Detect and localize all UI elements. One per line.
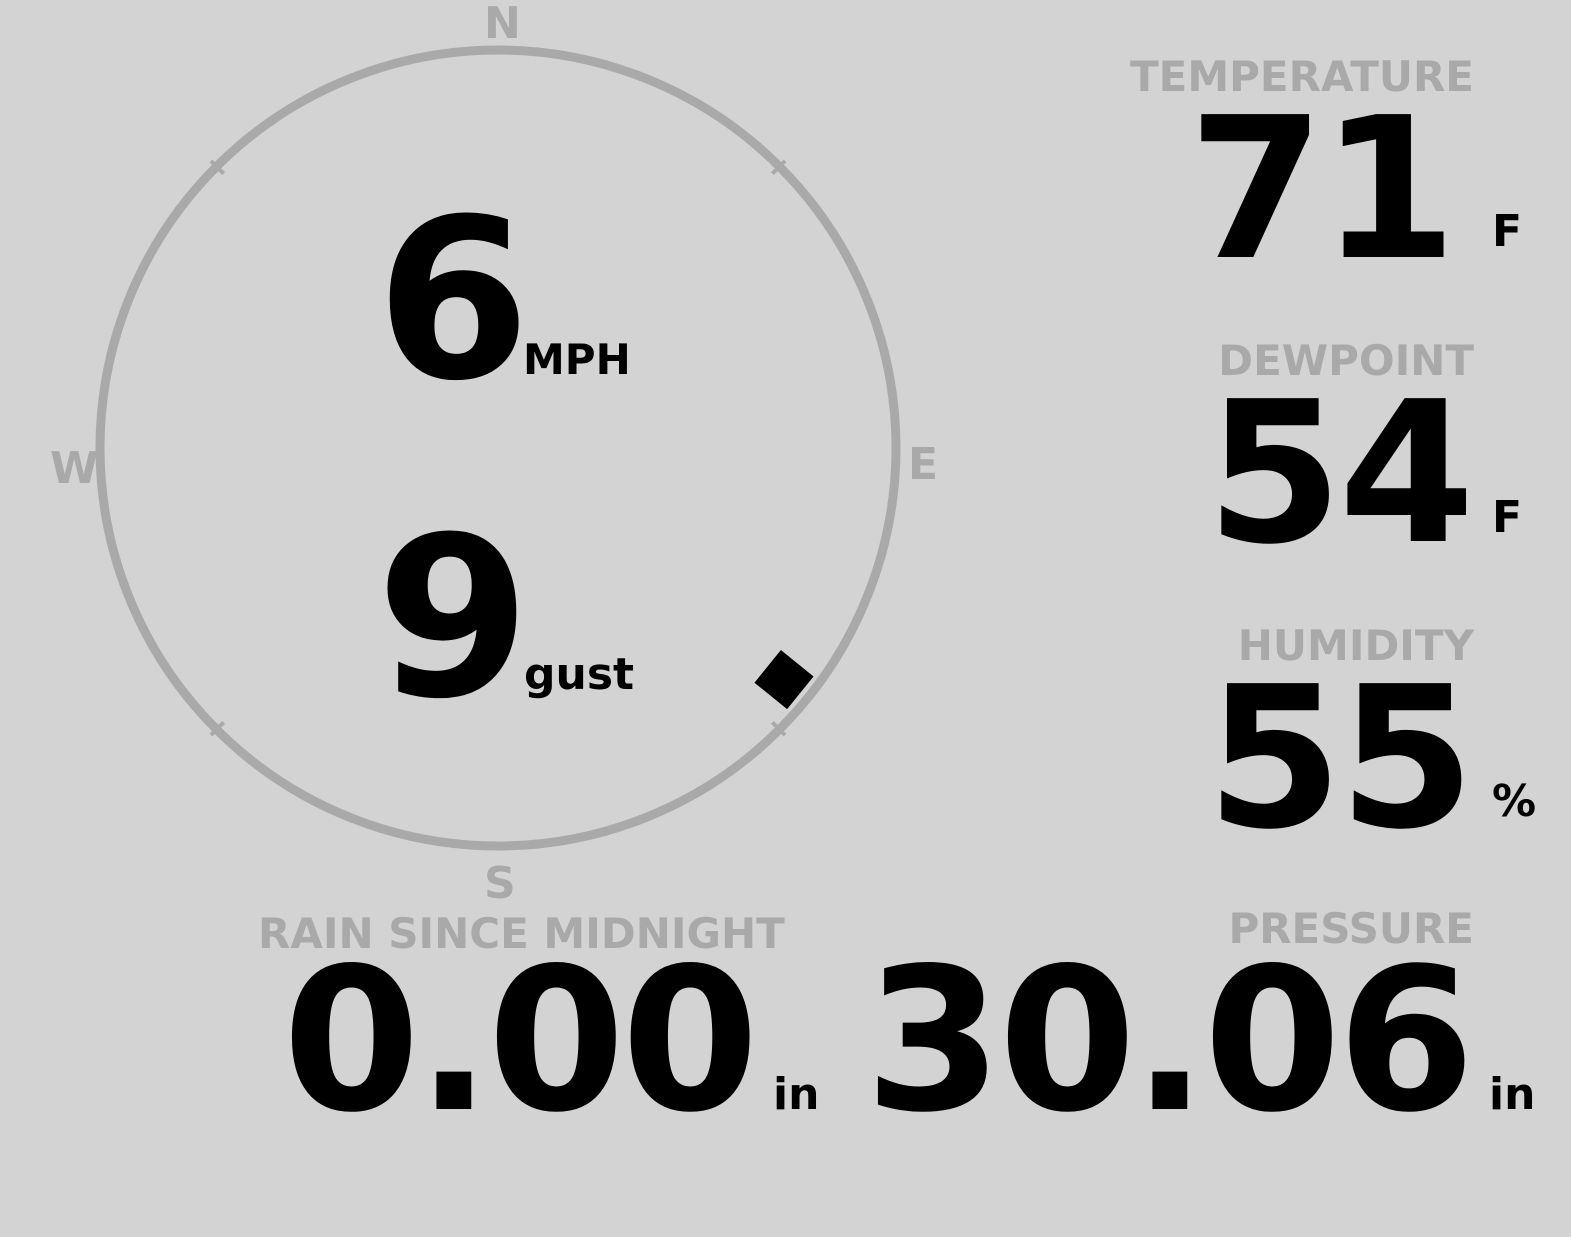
compass-ticks: [209, 159, 787, 737]
wind-speed-unit: MPH: [523, 335, 631, 384]
temperature-label: TEMPERATURE: [1130, 52, 1474, 101]
pressure-unit: in: [1489, 1069, 1536, 1120]
rain-label: RAIN SINCE MIDNIGHT: [258, 909, 785, 958]
wind-gust-value: 9: [376, 490, 530, 748]
wind-speed-value: 6: [376, 172, 530, 430]
dewpoint-unit: F: [1492, 492, 1523, 543]
rain-unit: in: [773, 1069, 820, 1120]
rain-value: 0.00: [282, 925, 759, 1156]
pressure-label: PRESSURE: [1228, 904, 1474, 953]
compass-tick: [209, 720, 226, 737]
temperature-value: 71: [1188, 76, 1457, 304]
compass-west: W: [50, 443, 99, 494]
compass-north: N: [484, 0, 521, 49]
dewpoint-label: DEWPOINT: [1218, 336, 1474, 385]
wind-gust-label: gust: [524, 649, 635, 700]
compass-south: S: [484, 858, 516, 909]
humidity-value: 55: [1206, 645, 1475, 873]
humidity-label: HUMIDITY: [1237, 621, 1474, 670]
compass-tick: [770, 159, 787, 176]
compass-ring: [95, 45, 901, 851]
compass-east: E: [908, 439, 939, 490]
pressure-value: 30.06: [864, 925, 1475, 1156]
dewpoint-value: 54: [1206, 360, 1475, 588]
compass-tick: [209, 159, 226, 176]
humidity-unit: %: [1492, 776, 1537, 827]
compass-tick: [770, 720, 787, 737]
wind-direction-marker: [754, 650, 814, 710]
temperature-unit: F: [1492, 206, 1523, 257]
